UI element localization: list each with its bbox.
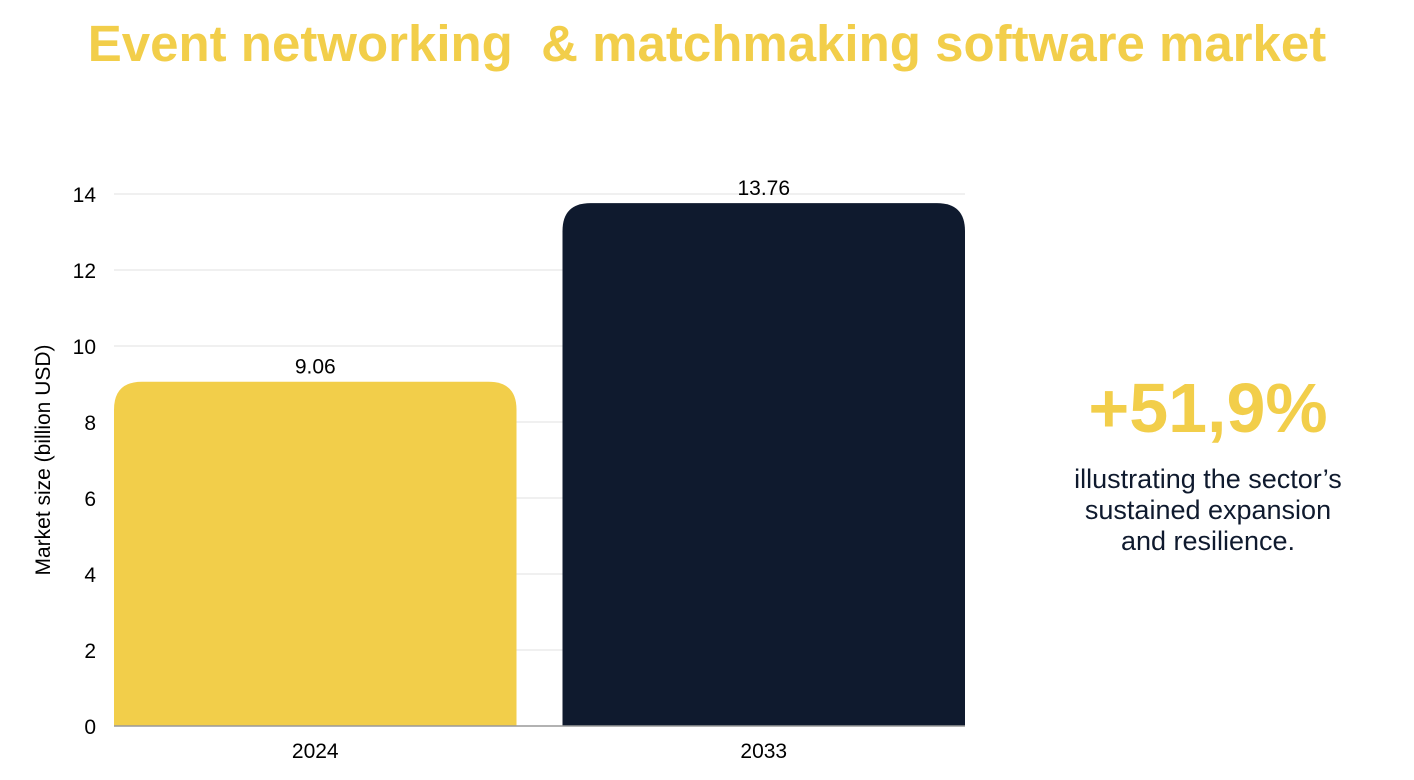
y-tick-label: 4: [84, 564, 96, 587]
y-tick-label: 6: [84, 488, 96, 511]
y-tick-label: 2: [84, 640, 96, 663]
growth-callout: +51,9% illustrating the sector’s sustain…: [1008, 366, 1408, 557]
value-label: 13.76: [737, 177, 790, 200]
x-axis-ticks: 2024 2033: [292, 740, 787, 763]
x-tick-label: 2024: [292, 740, 339, 763]
caption-line: illustrating the sector’s: [1074, 464, 1342, 494]
value-label: 9.06: [295, 356, 336, 379]
bars: [114, 203, 965, 726]
growth-caption: illustrating the sector’s sustained expa…: [1008, 464, 1408, 557]
growth-percentage: +51,9%: [1088, 369, 1328, 447]
y-tick-label: 10: [73, 336, 96, 359]
y-tick-label: 8: [84, 412, 96, 435]
caption-line: and resilience.: [1120, 526, 1296, 556]
bar-2033: [562, 203, 965, 726]
value-labels: 9.06 13.76: [295, 177, 790, 379]
y-axis-ticks: 0 2 4 6 8 10 12 14: [73, 184, 97, 739]
caption-line: sustained expansion: [1084, 495, 1332, 525]
y-tick-label: 12: [73, 260, 96, 283]
x-tick-label: 2033: [740, 740, 787, 763]
y-tick-label: 14: [73, 184, 97, 207]
y-tick-label: 0: [84, 716, 96, 739]
bar-2024: [114, 381, 517, 726]
chart-title: Event networking & matchmaking software …: [87, 15, 1327, 72]
bar-chart: 0 2 4 6 8 10 12 14 2024 2033 9.06 13.76 Market si…: [32, 177, 965, 763]
y-axis-label: Market size (billion USD): [32, 344, 55, 575]
